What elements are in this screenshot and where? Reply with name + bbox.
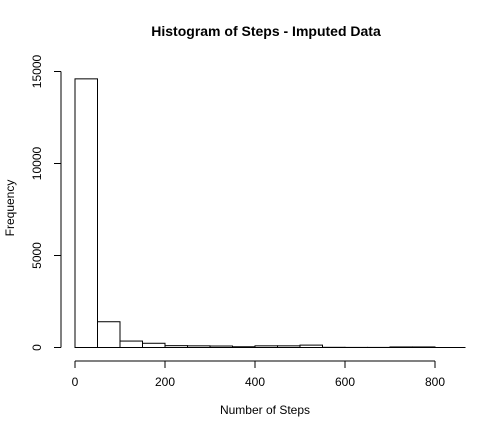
- x-tick-label-2: 400: [245, 375, 265, 389]
- y-tick-label-3: 15000: [30, 54, 44, 88]
- chart-title: Histogram of Steps - Imputed Data: [151, 23, 381, 39]
- x-tick-label-4: 800: [425, 375, 445, 389]
- x-tick-label-1: 200: [155, 375, 175, 389]
- y-tick-label-1: 5000: [30, 242, 44, 269]
- y-axis-label: Frequency: [3, 180, 17, 237]
- x-tick-label-0: 0: [72, 375, 79, 389]
- x-axis: 0 200 400 600 800: [72, 360, 445, 389]
- histogram-bar-3: [142, 342, 166, 348]
- bars-group: [74, 78, 466, 349]
- histogram-bar-0: [74, 78, 98, 349]
- histogram-bar-2: [119, 340, 143, 348]
- y-tick-label-2: 10000: [30, 146, 44, 180]
- y-axis: 0 5000 10000 15000: [30, 54, 62, 351]
- x-axis-label: Number of Steps: [220, 403, 310, 417]
- histogram-bar-1: [97, 321, 121, 348]
- y-tick-label-0: 0: [30, 344, 44, 351]
- x-tick-label-3: 600: [335, 375, 355, 389]
